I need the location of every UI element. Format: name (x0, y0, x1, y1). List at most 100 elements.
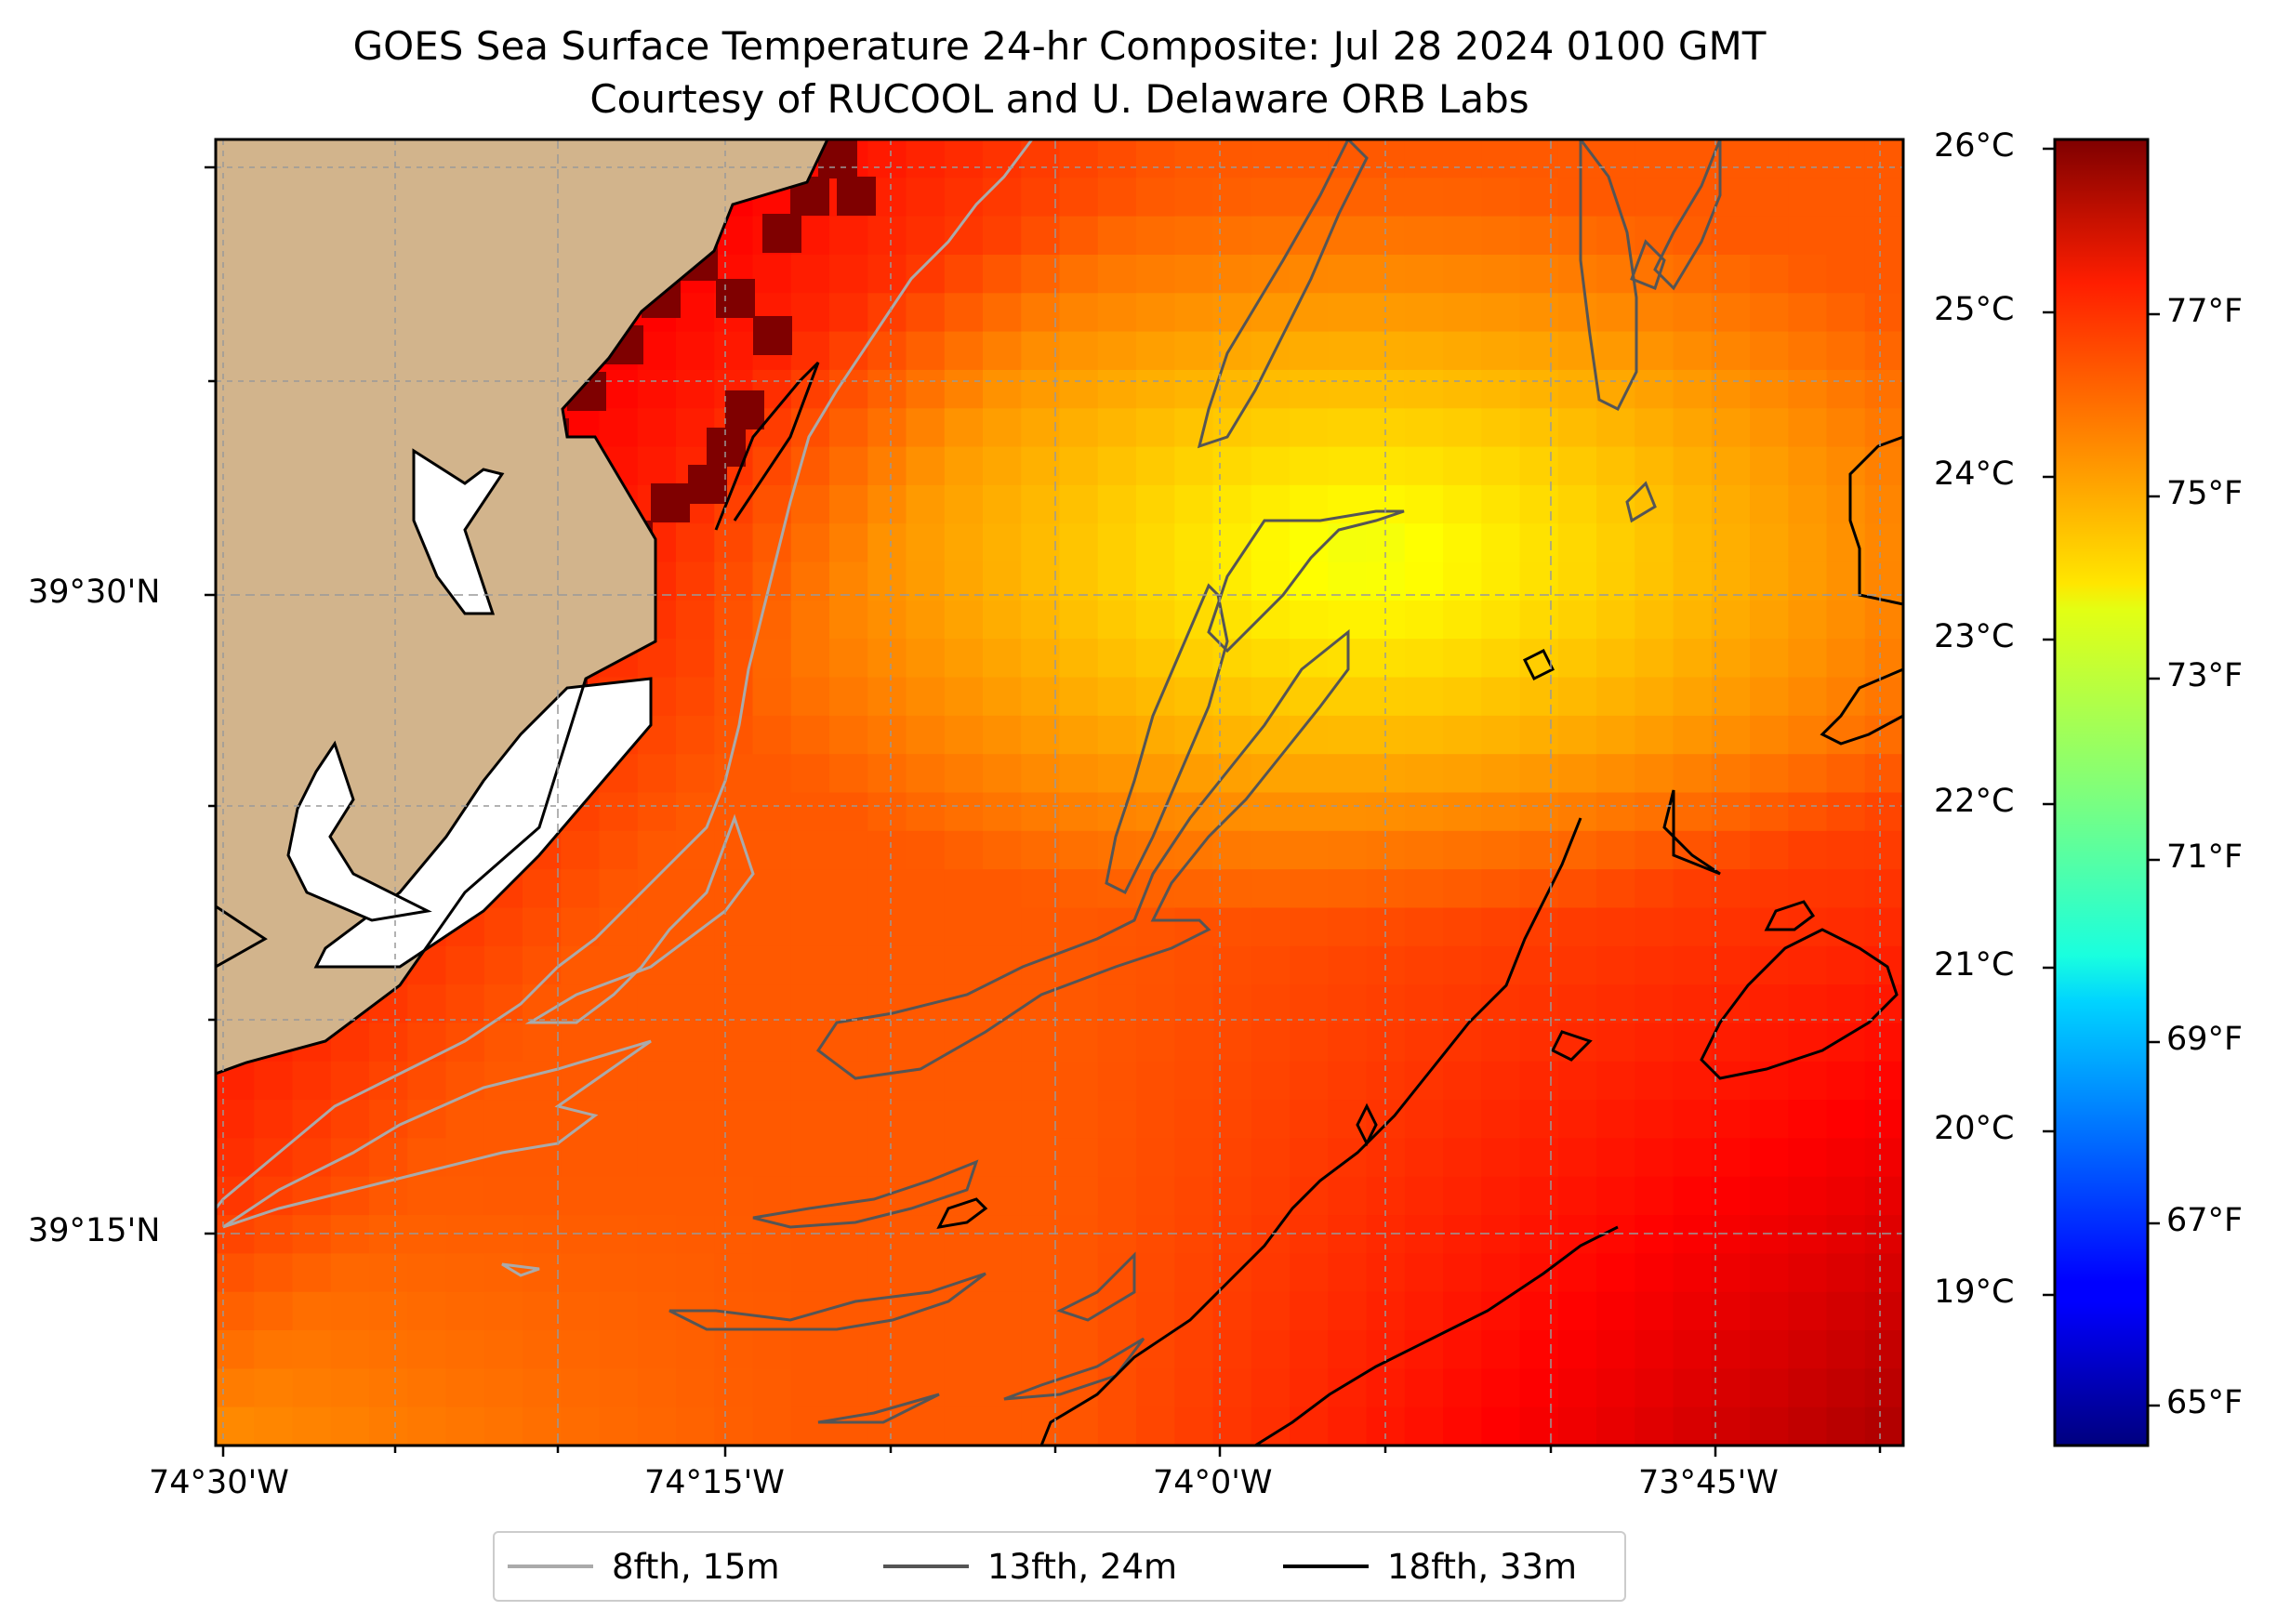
sst-cell (1864, 369, 1903, 409)
contour-24m (668, 139, 1722, 1424)
sst-cell (790, 1406, 830, 1446)
sst-cell (637, 1061, 677, 1101)
sst-cell (1290, 139, 1329, 179)
sst-cell (1328, 255, 1368, 295)
bay (412, 448, 505, 615)
sst-cell (1097, 1138, 1137, 1178)
sst-cell (983, 1368, 1022, 1408)
sst-cell (1251, 1138, 1291, 1178)
sst-cell (1788, 792, 1828, 832)
map-area[interactable] (216, 139, 1904, 1446)
sst-cell (1212, 1406, 1252, 1446)
sst-cell (1711, 1330, 1751, 1370)
sst-cell (445, 1406, 485, 1446)
sst-cell (1864, 216, 1903, 256)
sst-cell (790, 907, 830, 947)
sst-cell (561, 869, 601, 909)
sst-cell (1021, 869, 1061, 909)
sst-cell (599, 792, 639, 832)
colorbar-celsius-label: 21°C (1934, 946, 2015, 984)
sst-cell (676, 677, 715, 717)
sst-cell (1711, 715, 1751, 755)
sst-cell (790, 754, 830, 794)
sst-cell (1136, 331, 1175, 371)
sst-cell (330, 1176, 370, 1216)
sst-cell (1519, 216, 1559, 256)
sst-cell (752, 715, 792, 755)
sst-cell (1635, 1253, 1674, 1293)
sst-cell (676, 1215, 715, 1255)
coastline (714, 361, 820, 531)
sst-cell-hot (688, 465, 727, 504)
sst-cell (1174, 216, 1214, 256)
sst-cell (944, 178, 984, 218)
sst-cell (714, 792, 754, 832)
sst-cell (944, 446, 984, 486)
sst-cell (523, 1368, 562, 1408)
sst-cell (1557, 1138, 1597, 1178)
sst-cell (599, 1138, 639, 1178)
sst-cell (1673, 331, 1713, 371)
sst-cell (1596, 1023, 1635, 1063)
sst-cell (790, 639, 830, 679)
sst-cell (1557, 1330, 1597, 1370)
sst-cell (676, 984, 715, 1024)
sst-cell (829, 830, 868, 870)
sst-cell (1519, 1023, 1559, 1063)
sst-cell (292, 1368, 332, 1408)
sst-cell (1750, 715, 1789, 755)
sst-cell (1328, 1253, 1368, 1293)
sst-cell (1826, 1253, 1866, 1293)
sst-cell (1788, 523, 1828, 563)
sst-cell (1443, 484, 1482, 524)
sst-cell (216, 1138, 255, 1178)
sst-cell (1097, 408, 1137, 448)
sst-cell (330, 1330, 370, 1370)
sst-cell (1174, 1023, 1214, 1063)
sst-cell (1557, 523, 1597, 563)
sst-cell (1174, 715, 1214, 755)
sst-cell (906, 1100, 946, 1140)
sst-cell (1788, 408, 1828, 448)
sst-cell (599, 1368, 639, 1408)
sst-cell (1864, 484, 1903, 524)
sst-cell (1174, 1176, 1214, 1216)
sst-cell (1059, 715, 1099, 755)
sst-cell (1097, 600, 1137, 640)
sst-cell (483, 1138, 523, 1178)
sst-cell (944, 255, 984, 295)
sst-cell (216, 1100, 255, 1140)
sst-cell (983, 984, 1022, 1024)
sst-cell (599, 1176, 639, 1216)
sst-cell (790, 792, 830, 832)
sst-cell (790, 869, 830, 909)
sst-cell (1404, 600, 1444, 640)
sst-cell (983, 523, 1022, 563)
sst-cell (1290, 1253, 1329, 1293)
sst-cell (216, 1406, 255, 1446)
sst-cell (829, 1330, 868, 1370)
sst-cell (637, 1253, 677, 1293)
sst-cell (1673, 715, 1713, 755)
sst-cell (1136, 139, 1175, 179)
sst-cell (906, 1023, 946, 1063)
sst-cell (254, 1215, 294, 1255)
sst-cell (1481, 1368, 1521, 1408)
sst-cell (983, 446, 1022, 486)
sst-cell (1864, 408, 1903, 448)
x-tick-label: 73°45'W (1638, 1464, 1779, 1501)
sst-cell (1021, 1368, 1061, 1408)
sst-cell (1750, 1330, 1789, 1370)
sst-cell (445, 1368, 485, 1408)
sst-cell (1021, 1406, 1061, 1446)
sst-cell (1481, 408, 1521, 448)
sst-cell (983, 255, 1022, 295)
sst-cell (599, 1291, 639, 1331)
sst-cell (944, 1061, 984, 1101)
sst-cell (1059, 792, 1099, 832)
sst-cell (1328, 1061, 1368, 1101)
sst-cell (1443, 869, 1482, 909)
sst-cell (906, 1215, 946, 1255)
sst-cell (676, 1138, 715, 1178)
sst-cell (1443, 216, 1482, 256)
